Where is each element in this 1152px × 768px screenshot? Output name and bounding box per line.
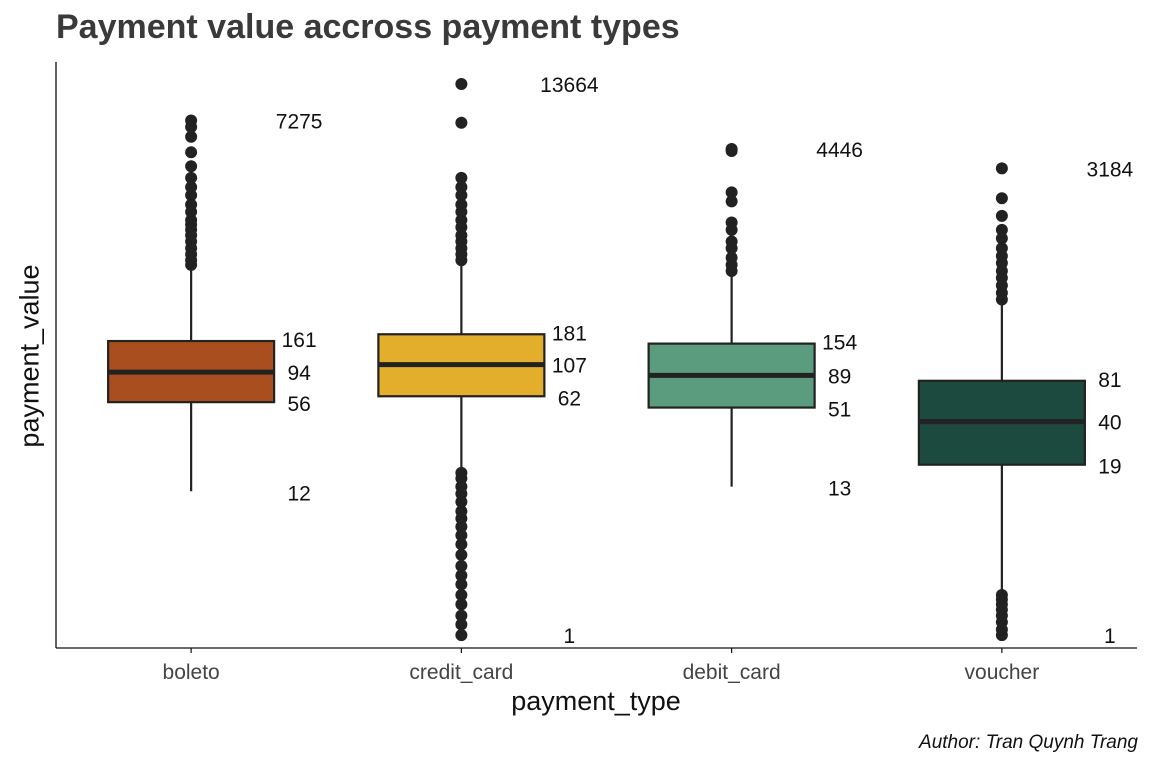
outlier-point (455, 505, 468, 518)
x-tick-label: boleto (163, 661, 220, 684)
outlier-point (455, 538, 468, 551)
axes: boleto credit_card debit_card voucher (55, 62, 1137, 684)
median-label: 40 (1098, 412, 1121, 435)
box-group (107, 78, 1086, 642)
max-label: 7275 (276, 111, 323, 134)
x-tick-label: credit_card (409, 661, 513, 684)
outlier-point (725, 251, 738, 264)
outlier-point (185, 214, 198, 227)
outlier-point (455, 618, 468, 631)
x-tick-label: voucher (965, 661, 1040, 684)
q1-label: 19 (1098, 456, 1121, 479)
outlier-point (725, 195, 738, 208)
outlier-point (725, 143, 738, 156)
outlier-point (455, 559, 468, 572)
max-label: 4446 (816, 139, 863, 162)
stat-labels: 1619456727512181107621366411548951444613… (276, 74, 1134, 648)
x-axis-title: payment_type (511, 686, 681, 716)
outlier-point (185, 146, 198, 159)
q3-label: 161 (282, 329, 317, 352)
outlier-point (455, 548, 468, 561)
outlier-point (185, 198, 198, 211)
q3-label: 81 (1098, 369, 1121, 392)
outlier-point (185, 114, 198, 127)
outlier-point (185, 160, 198, 173)
min-label: 1 (1104, 625, 1116, 648)
outlier-point (995, 223, 1008, 236)
outlier-point (455, 78, 468, 91)
outlier-point (455, 214, 468, 227)
outlier-point (455, 529, 468, 542)
outlier-point (995, 588, 1008, 601)
outlier-point (995, 242, 1008, 255)
outlier-point (455, 480, 468, 493)
outlier-point (455, 116, 468, 129)
outlier-point (995, 232, 1008, 245)
box-boleto (107, 114, 276, 492)
median-label: 94 (287, 362, 311, 385)
outlier-point (455, 588, 468, 601)
outlier-point (455, 569, 468, 582)
y-axis-title: payment_value (14, 264, 45, 448)
x-tick-label: debit_card (683, 661, 781, 684)
box-credit_card (377, 78, 546, 642)
q1-label: 56 (287, 393, 310, 416)
outlier-point (455, 466, 468, 479)
outlier-point (725, 186, 738, 199)
outlier-point (185, 171, 198, 184)
outlier-point (455, 578, 468, 591)
outlier-point (185, 130, 198, 143)
min-label: 13 (828, 478, 851, 501)
median-label: 89 (828, 365, 851, 388)
q3-label: 181 (552, 322, 587, 345)
outlier-point (455, 598, 468, 611)
outlier-point (455, 520, 468, 533)
outlier-point (995, 209, 1008, 222)
outlier-point (455, 198, 468, 211)
outlier-point (455, 609, 468, 622)
min-label: 12 (287, 482, 310, 505)
q1-label: 51 (828, 399, 851, 422)
outlier-point (455, 181, 468, 194)
max-label: 3184 (1087, 158, 1134, 181)
outlier-point (455, 171, 468, 184)
outlier-point (725, 235, 738, 248)
q3-label: 154 (822, 332, 857, 355)
min-label: 1 (564, 625, 576, 648)
outlier-point (725, 216, 738, 229)
max-label: 13664 (540, 74, 599, 97)
outlier-point (995, 192, 1008, 205)
outlier-point (995, 162, 1008, 175)
outlier-point (455, 629, 468, 642)
outlier-point (185, 181, 198, 194)
q1-label: 62 (558, 387, 581, 410)
author-caption: Author: Tran Quynh Trang (919, 732, 1138, 753)
median-label: 107 (552, 355, 587, 378)
chart-title: Payment value accross payment types (56, 8, 680, 46)
box-debit_card (647, 143, 816, 487)
box-voucher (917, 162, 1086, 642)
